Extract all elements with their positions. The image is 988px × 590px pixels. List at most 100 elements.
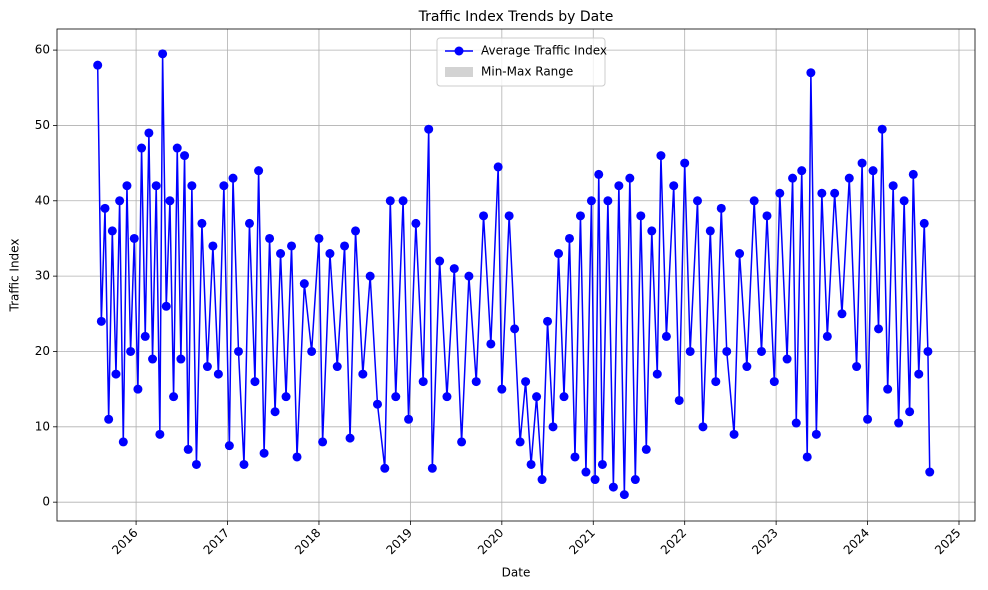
data-point: [318, 437, 328, 447]
data-point: [581, 467, 591, 477]
data-point: [822, 331, 832, 341]
data-point: [435, 256, 445, 266]
data-point: [685, 346, 695, 356]
data-point: [923, 346, 933, 356]
data-point: [543, 316, 553, 326]
data-point: [619, 490, 629, 500]
y-tick-label: 50: [35, 118, 50, 132]
data-point: [233, 346, 243, 356]
data-point: [197, 218, 207, 228]
data-point: [161, 301, 171, 311]
data-point: [722, 346, 732, 356]
data-point: [169, 392, 179, 402]
data-point: [449, 264, 459, 274]
data-point: [908, 169, 918, 179]
data-point: [614, 181, 624, 191]
data-point: [107, 226, 117, 236]
data-point: [270, 407, 280, 417]
data-point: [806, 68, 816, 78]
data-point: [115, 196, 125, 206]
data-point: [104, 414, 114, 424]
data-point: [656, 151, 666, 161]
data-point: [735, 249, 745, 259]
data-point: [526, 459, 536, 469]
data-point: [575, 211, 585, 221]
data-point: [608, 482, 618, 492]
data-point: [111, 369, 121, 379]
data-point: [219, 181, 229, 191]
data-point: [96, 316, 106, 326]
x-tick-label: 2023: [749, 526, 780, 557]
data-point: [669, 181, 679, 191]
data-point: [239, 459, 249, 469]
data-point: [877, 124, 887, 134]
data-point: [314, 233, 324, 243]
data-point: [775, 188, 785, 198]
data-point: [863, 414, 873, 424]
data-point: [899, 196, 909, 206]
x-tick-label: 2021: [566, 526, 597, 557]
x-tick-label: 2018: [292, 526, 323, 557]
data-point: [888, 181, 898, 191]
data-point: [228, 173, 238, 183]
data-point: [365, 271, 375, 281]
data-point: [254, 166, 264, 176]
data-point: [471, 377, 481, 387]
data-point: [486, 339, 496, 349]
data-point: [244, 218, 254, 228]
data-point: [537, 475, 547, 485]
data-point: [224, 441, 234, 451]
data-line: [96, 53, 931, 495]
data-point: [564, 233, 574, 243]
data-point: [137, 143, 147, 153]
data-point: [176, 354, 186, 364]
y-tick-label: 60: [35, 43, 50, 57]
data-point: [391, 392, 401, 402]
data-point: [122, 181, 132, 191]
data-point: [133, 384, 143, 394]
data-point: [442, 392, 452, 402]
data-point: [493, 162, 503, 172]
y-axis-label: Traffic Index: [8, 239, 22, 313]
x-tick-label: 2020: [475, 526, 506, 557]
data-point: [358, 369, 368, 379]
data-point: [874, 324, 884, 334]
legend: Average Traffic Index Min-Max Range: [436, 37, 607, 87]
data-point: [418, 377, 428, 387]
data-point: [757, 346, 767, 356]
legend-box: [436, 37, 606, 87]
data-point: [782, 354, 792, 364]
data-point: [925, 467, 935, 477]
data-point: [625, 173, 635, 183]
data-point: [705, 226, 715, 236]
data-point: [187, 181, 197, 191]
data-point: [817, 188, 827, 198]
data-point: [852, 362, 862, 372]
data-point: [464, 271, 474, 281]
data-point: [385, 196, 395, 206]
y-tick-label: 10: [35, 419, 50, 433]
data-point: [630, 475, 640, 485]
data-point: [259, 448, 269, 458]
data-point: [837, 309, 847, 319]
data-point: [742, 362, 752, 372]
data-point: [129, 233, 139, 243]
data-point: [340, 241, 350, 251]
data-point: [868, 166, 878, 176]
data-point: [144, 128, 154, 138]
data-point: [151, 181, 161, 191]
data-point: [749, 196, 759, 206]
data-point: [351, 226, 361, 236]
data-point: [647, 226, 657, 236]
data-point: [680, 158, 690, 168]
data-point: [497, 384, 507, 394]
y-tick-label: 20: [35, 344, 50, 358]
x-tick-label: 2016: [109, 526, 140, 557]
data-point: [797, 166, 807, 176]
data-point: [515, 437, 525, 447]
data-point: [802, 452, 812, 462]
data-point: [307, 346, 317, 356]
data-point: [411, 218, 421, 228]
data-point: [603, 196, 613, 206]
